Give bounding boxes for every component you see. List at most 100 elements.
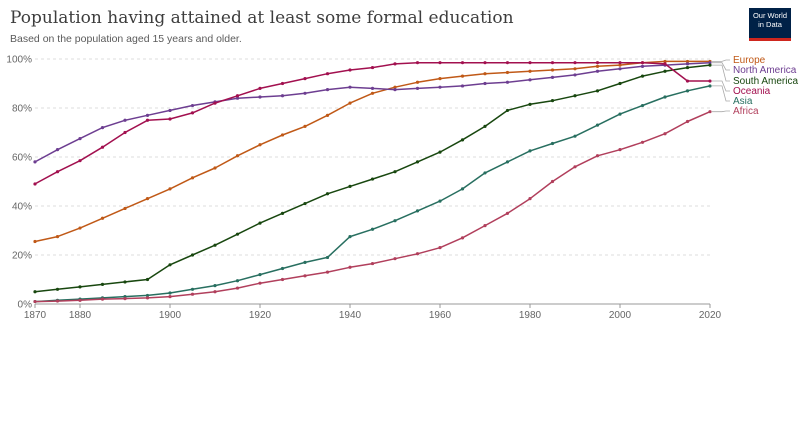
data-point [303, 91, 307, 95]
data-point [370, 86, 375, 90]
legend-label: Africa [733, 106, 759, 117]
data-point [663, 59, 667, 64]
x-tick-label: 1900 [159, 310, 182, 321]
legend-connector [712, 62, 730, 71]
data-point [640, 61, 645, 65]
data-point [33, 299, 37, 304]
data-point [280, 81, 285, 86]
data-point [618, 67, 622, 71]
data-point [483, 224, 487, 228]
y-tick-label: 60% [12, 153, 32, 164]
data-point [168, 295, 172, 299]
data-point [235, 232, 240, 236]
data-point [280, 211, 285, 215]
data-point [393, 62, 397, 66]
data-point [573, 73, 577, 77]
data-point [33, 182, 37, 186]
data-point [685, 119, 690, 124]
data-point [280, 266, 285, 271]
data-point [78, 226, 82, 230]
series-europe [33, 59, 712, 244]
data-point [370, 261, 375, 266]
series-line [34, 61, 710, 185]
data-point [460, 236, 465, 240]
data-point [325, 113, 330, 117]
data-point [235, 96, 240, 100]
data-point [438, 61, 442, 65]
data-point [685, 65, 690, 70]
y-tick-label: 100% [6, 55, 32, 66]
data-point [685, 79, 690, 83]
data-point [663, 69, 667, 73]
data-point [235, 279, 240, 283]
data-point [55, 287, 60, 291]
data-point [325, 192, 330, 196]
data-point [190, 111, 195, 115]
data-point [528, 78, 532, 82]
data-point [460, 74, 465, 78]
data-point [528, 102, 532, 106]
data-point [213, 243, 217, 247]
data-point [78, 137, 82, 141]
logo-line-1: Our World [752, 11, 788, 20]
data-point [595, 89, 600, 93]
data-point [325, 270, 330, 274]
data-point [258, 143, 262, 147]
x-tick-label: 2000 [609, 310, 632, 321]
series-oceania [33, 61, 712, 186]
data-point [595, 61, 600, 65]
data-point [618, 61, 622, 65]
legend-connector [712, 80, 730, 92]
series-south-america [33, 63, 712, 294]
data-point [303, 260, 307, 264]
data-point [460, 61, 465, 65]
data-point [325, 72, 330, 76]
data-point [55, 148, 60, 152]
data-point [640, 103, 645, 108]
data-point [438, 246, 442, 250]
data-point [303, 201, 307, 206]
data-point [550, 99, 555, 103]
data-point [708, 110, 712, 114]
data-point [708, 84, 712, 88]
data-point [258, 281, 262, 285]
data-point [438, 199, 442, 203]
legend-connector [712, 59, 730, 62]
data-point [505, 70, 510, 75]
data-point [348, 184, 352, 188]
data-point [168, 108, 172, 113]
data-point [145, 277, 150, 282]
data-point [348, 68, 352, 72]
data-point [550, 61, 555, 65]
data-point [258, 86, 262, 90]
data-point [438, 85, 442, 89]
data-point [618, 63, 622, 67]
data-point [123, 206, 127, 211]
data-point [460, 84, 465, 88]
data-point [708, 63, 712, 67]
data-point [123, 297, 127, 301]
data-point [505, 61, 510, 65]
data-point [595, 123, 600, 127]
our-world-in-data-logo[interactable]: Our World in Data [749, 8, 791, 41]
data-point [550, 179, 555, 184]
data-point [33, 160, 37, 164]
data-point [100, 216, 105, 220]
data-point [55, 299, 60, 303]
series-asia [33, 84, 712, 304]
series-line [34, 61, 711, 163]
data-point [573, 134, 577, 138]
data-point [258, 221, 262, 225]
data-point [685, 62, 690, 66]
y-tick-label: 20% [12, 251, 32, 262]
data-point [325, 255, 330, 260]
data-point [573, 165, 577, 169]
data-point [685, 59, 690, 64]
series-africa [33, 110, 712, 304]
data-point [168, 187, 172, 191]
data-point [145, 296, 150, 300]
data-point [640, 140, 645, 144]
data-point [550, 141, 555, 146]
data-point [348, 265, 352, 269]
